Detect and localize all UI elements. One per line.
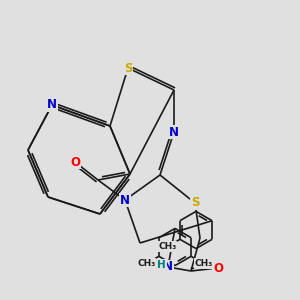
Text: N: N xyxy=(163,260,173,274)
Text: CH₃: CH₃ xyxy=(194,259,213,268)
Text: S: S xyxy=(124,61,132,74)
Text: S: S xyxy=(191,196,199,209)
Text: N: N xyxy=(120,194,130,206)
Text: N: N xyxy=(47,98,57,112)
Text: O: O xyxy=(213,262,223,275)
Text: N: N xyxy=(169,125,179,139)
Text: CH₃: CH₃ xyxy=(137,259,155,268)
Text: H: H xyxy=(157,260,166,270)
Text: O: O xyxy=(70,155,80,169)
Text: CH₃: CH₃ xyxy=(158,242,176,251)
